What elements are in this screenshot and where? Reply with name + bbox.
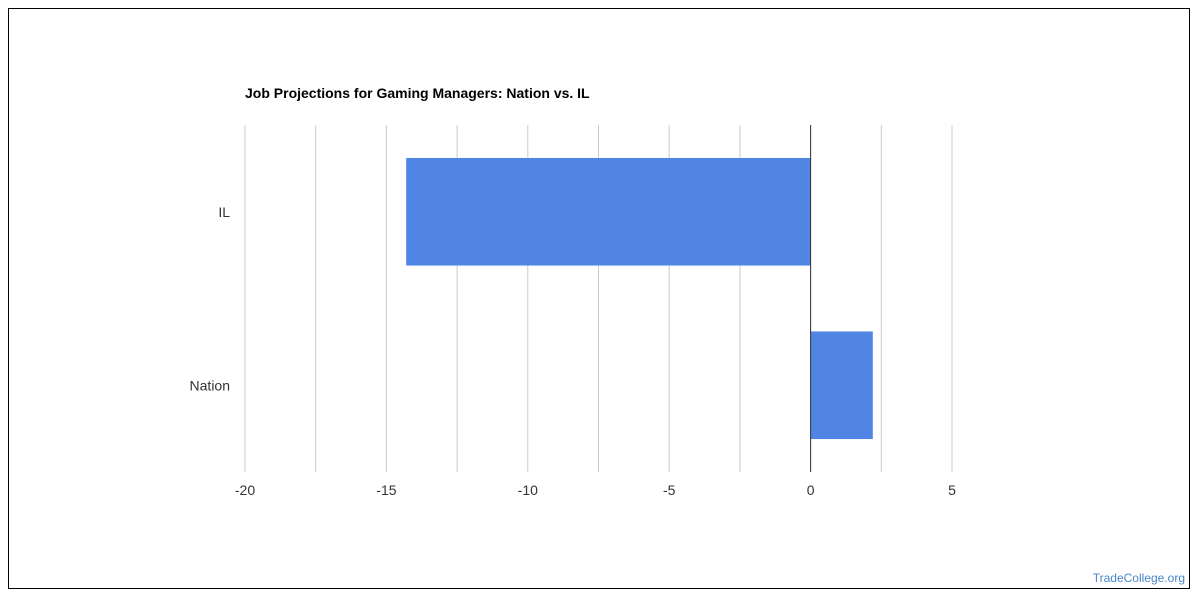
chart-title: Job Projections for Gaming Managers: Nat…	[245, 85, 590, 101]
watermark-link[interactable]: TradeCollege.org	[1092, 571, 1185, 585]
category-label: Nation	[190, 377, 230, 393]
category-labels: IL Nation	[190, 204, 231, 394]
x-tick-label: 0	[807, 482, 815, 498]
x-tick-label: -5	[663, 482, 676, 498]
tick-labels: -20 -15 -10 -5 0 5	[235, 482, 956, 498]
category-label: IL	[218, 204, 230, 220]
bars	[406, 157, 873, 440]
bar-nation	[810, 331, 873, 440]
x-tick-label: -20	[235, 482, 255, 498]
x-tick-label: -10	[518, 482, 538, 498]
bar-il	[406, 157, 811, 266]
x-tick-label: -15	[376, 482, 396, 498]
x-tick-label: 5	[948, 482, 956, 498]
